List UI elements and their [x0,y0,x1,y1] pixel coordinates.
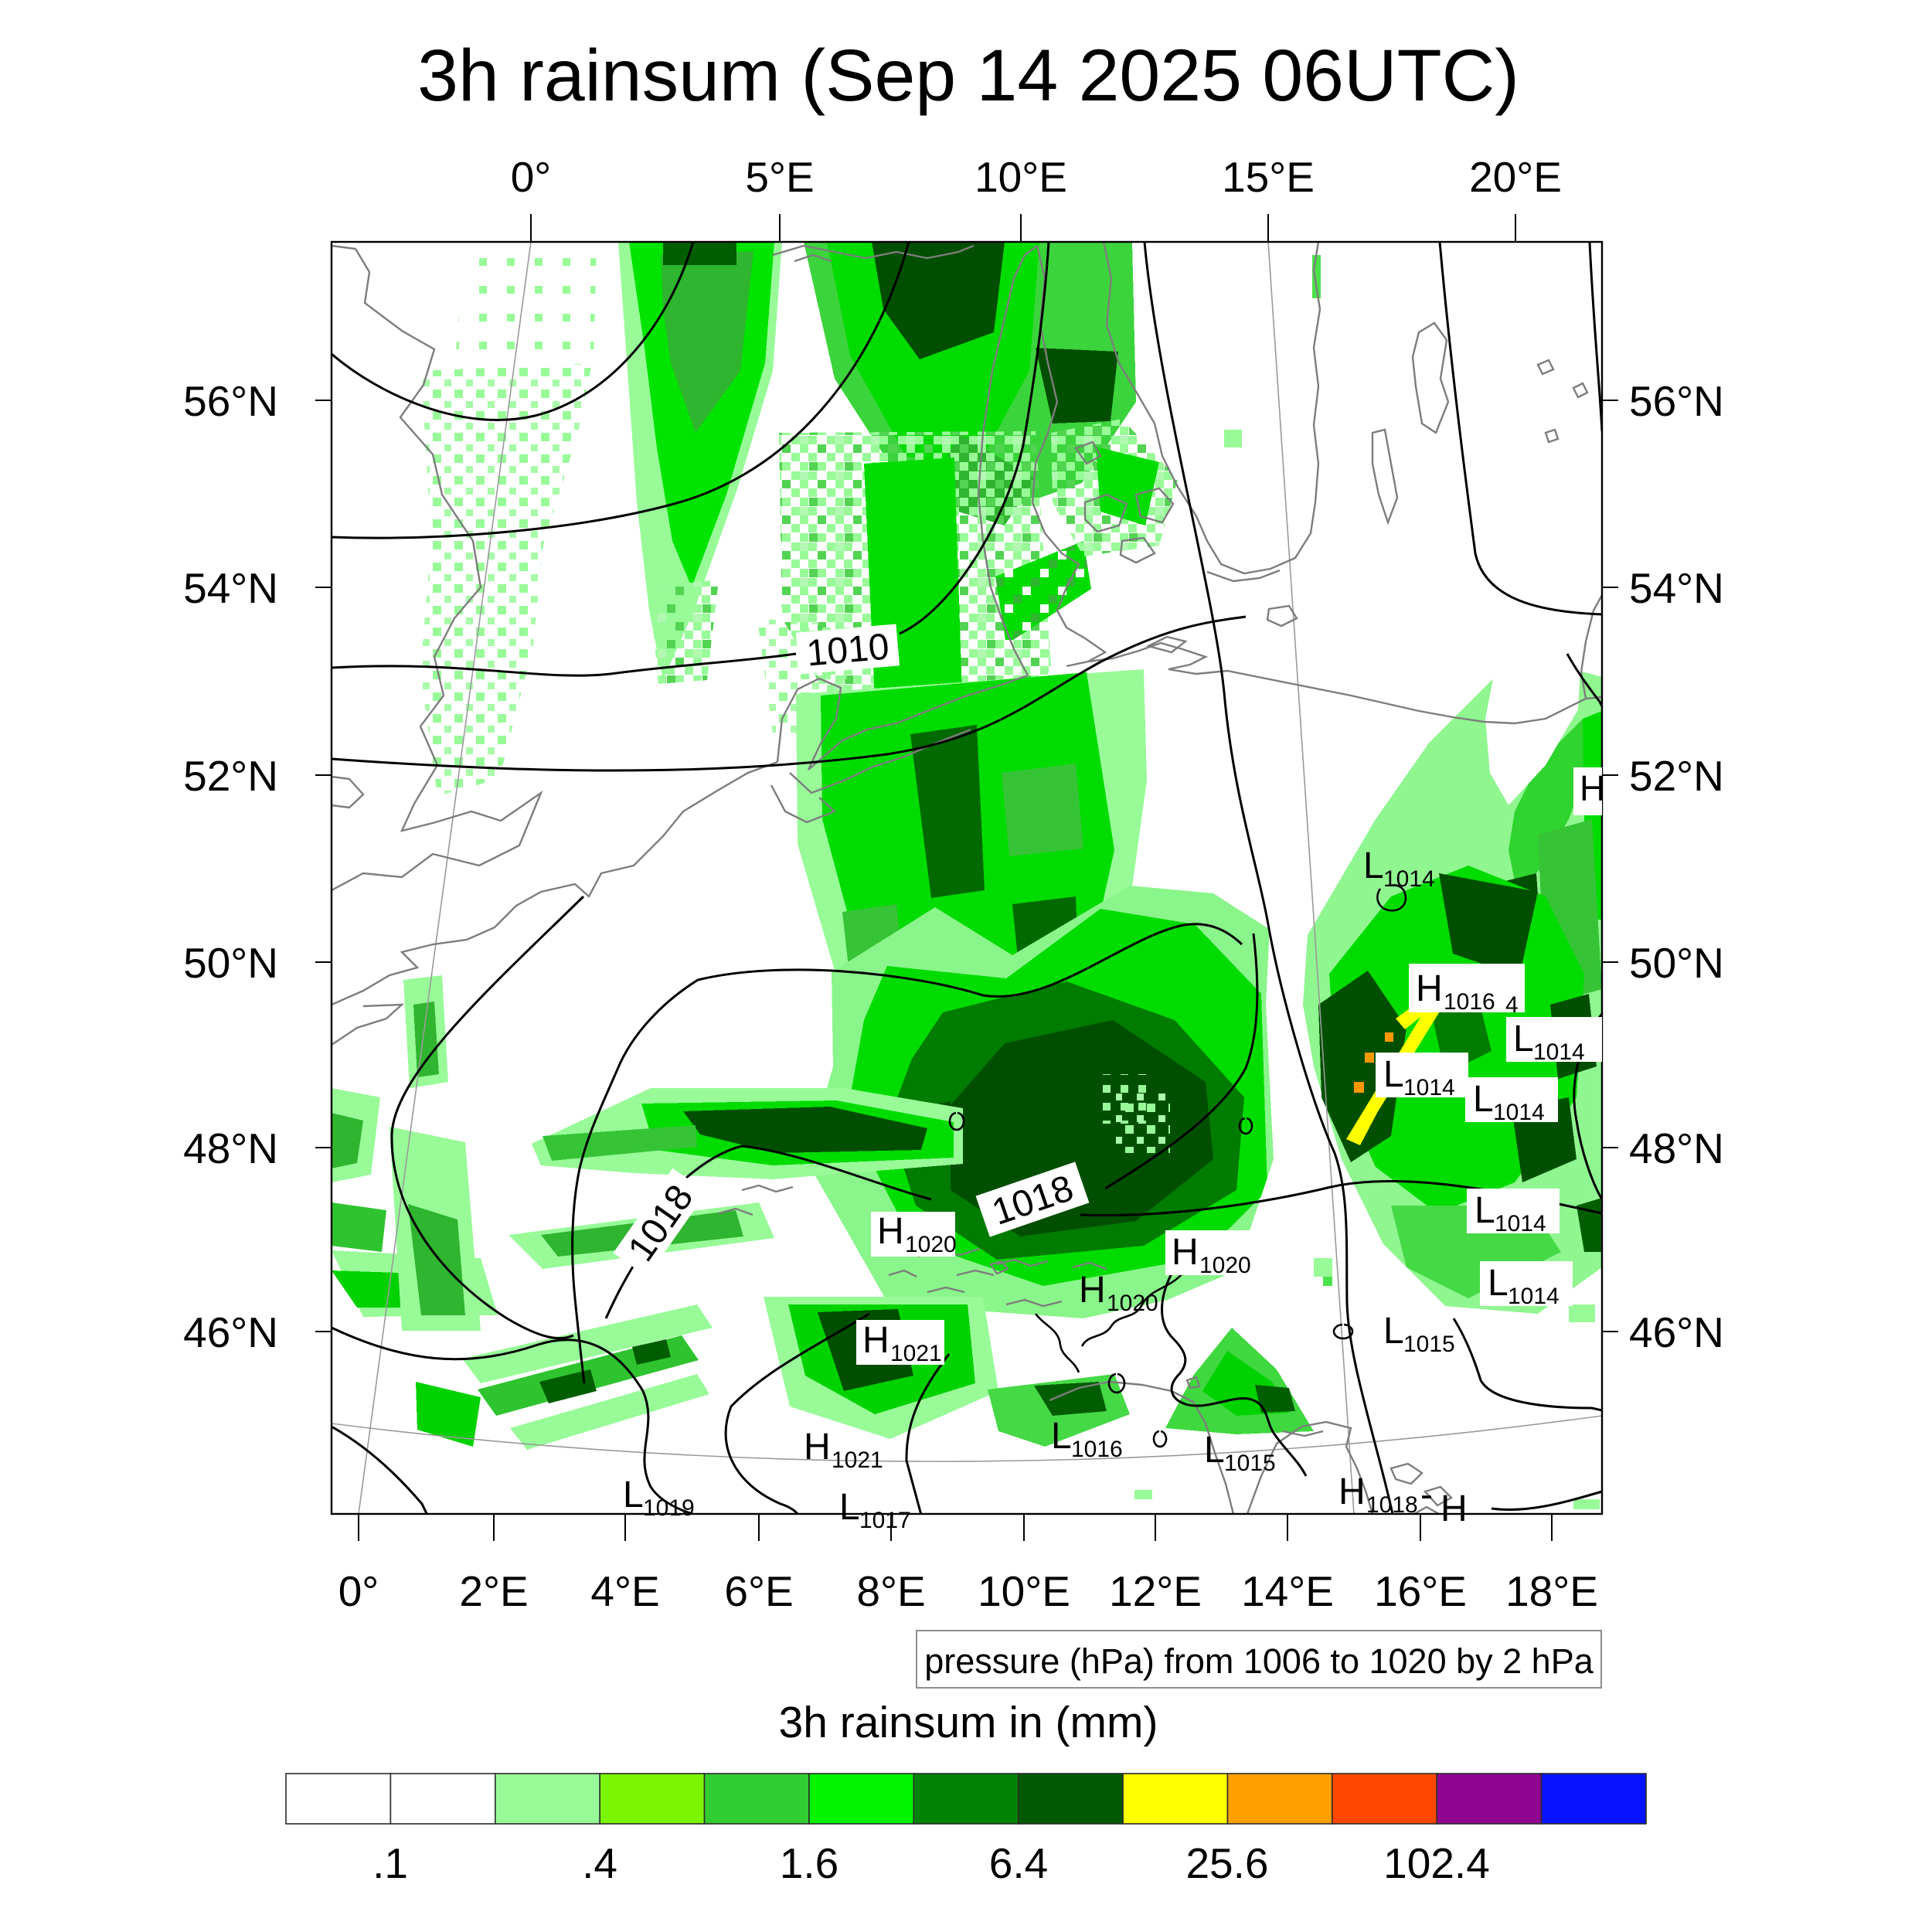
svg-text:1016: 1016 [1071,1437,1123,1462]
svg-text:25.6: 25.6 [1185,1839,1268,1887]
svg-text:6.4: 6.4 [989,1839,1048,1887]
svg-text:0°: 0° [338,1567,379,1615]
svg-text:H: H [877,1211,904,1252]
svg-text:10°E: 10°E [975,153,1067,201]
svg-text:18°E: 18°E [1505,1567,1598,1615]
svg-text:8°E: 8°E [856,1567,925,1615]
svg-text:56°N: 56°N [183,377,278,425]
svg-text:15°E: 15°E [1222,153,1315,201]
svg-text:52°N: 52°N [183,752,278,800]
svg-text:pressure (hPa) from 1006 to 10: pressure (hPa) from 1006 to 1020 by 2 hP… [924,1641,1594,1681]
svg-text:1020: 1020 [1199,1253,1251,1278]
svg-text:H: H [1416,968,1443,1009]
svg-text:1010: 1010 [805,626,891,674]
svg-text:54°N: 54°N [1629,564,1724,612]
svg-text:H: H [1580,768,1605,808]
svg-text:1019: 1019 [643,1495,695,1521]
svg-text:1014: 1014 [1493,1100,1545,1125]
svg-text:L: L [1473,1079,1494,1120]
svg-text:1018: 1018 [1366,1492,1418,1518]
svg-text:1015: 1015 [1224,1451,1276,1476]
svg-text:H: H [1440,1488,1468,1529]
svg-text:1020: 1020 [905,1232,957,1257]
svg-text:L: L [1513,1019,1534,1060]
svg-text:1014: 1014 [1383,866,1435,892]
svg-text:L: L [1204,1430,1225,1471]
svg-text:1015: 1015 [1403,1332,1455,1357]
svg-text:46°N: 46°N [183,1308,278,1356]
svg-text:1016: 1016 [1444,989,1495,1015]
svg-text:4: 4 [1505,992,1519,1018]
svg-text:H: H [1338,1471,1366,1512]
svg-text:L: L [1383,1054,1404,1095]
svg-text:1021: 1021 [832,1447,883,1473]
svg-text:56°N: 56°N [1629,377,1724,425]
svg-text:1014: 1014 [1508,1284,1560,1309]
svg-text:H: H [1172,1232,1199,1273]
svg-text:16°E: 16°E [1374,1567,1467,1615]
svg-text:12°E: 12°E [1109,1567,1202,1615]
svg-text:0°: 0° [511,153,552,201]
svg-text:14°E: 14°E [1241,1567,1334,1615]
svg-text:H: H [862,1320,889,1361]
svg-text:3h rainsum in (mm): 3h rainsum in (mm) [779,1698,1158,1747]
svg-text:L: L [1383,1311,1404,1352]
svg-text:54°N: 54°N [183,564,278,612]
svg-text:48°N: 48°N [183,1124,278,1172]
svg-text:3h rainsum (Sep 14 2025 06UTC): 3h rainsum (Sep 14 2025 06UTC) [417,35,1519,117]
svg-text:102.4: 102.4 [1383,1839,1490,1887]
svg-text:H: H [1079,1270,1106,1311]
svg-text:50°N: 50°N [1629,939,1724,987]
svg-text:2°E: 2°E [459,1567,528,1615]
svg-text:L: L [623,1475,644,1515]
svg-text:10°E: 10°E [978,1567,1070,1615]
svg-text:H: H [804,1427,831,1468]
svg-text:6°E: 6°E [724,1567,793,1615]
svg-text:1014: 1014 [1533,1039,1585,1065]
svg-text:1020: 1020 [1107,1291,1158,1316]
svg-text:L: L [1051,1416,1072,1457]
svg-text:48°N: 48°N [1629,1124,1724,1172]
svg-text:1021: 1021 [890,1341,942,1366]
svg-text:20°E: 20°E [1469,153,1562,201]
svg-text:46°N: 46°N [1629,1308,1724,1356]
svg-text:52°N: 52°N [1629,752,1724,800]
svg-text:4°E: 4°E [590,1567,659,1615]
svg-text:.1: .1 [372,1839,408,1887]
svg-text:1014: 1014 [1495,1211,1546,1236]
svg-text:1.6: 1.6 [780,1839,838,1887]
svg-text:L: L [1488,1263,1509,1304]
svg-text:L: L [1363,845,1384,886]
svg-text:1017: 1017 [859,1508,911,1533]
svg-text:L: L [1475,1190,1495,1231]
svg-text:1014: 1014 [1403,1075,1455,1100]
svg-text:50°N: 50°N [183,939,278,987]
svg-text:L: L [839,1487,860,1528]
svg-text:-: - [1420,1475,1433,1515]
svg-text:.4: .4 [582,1839,617,1887]
svg-text:5°E: 5°E [745,153,814,201]
